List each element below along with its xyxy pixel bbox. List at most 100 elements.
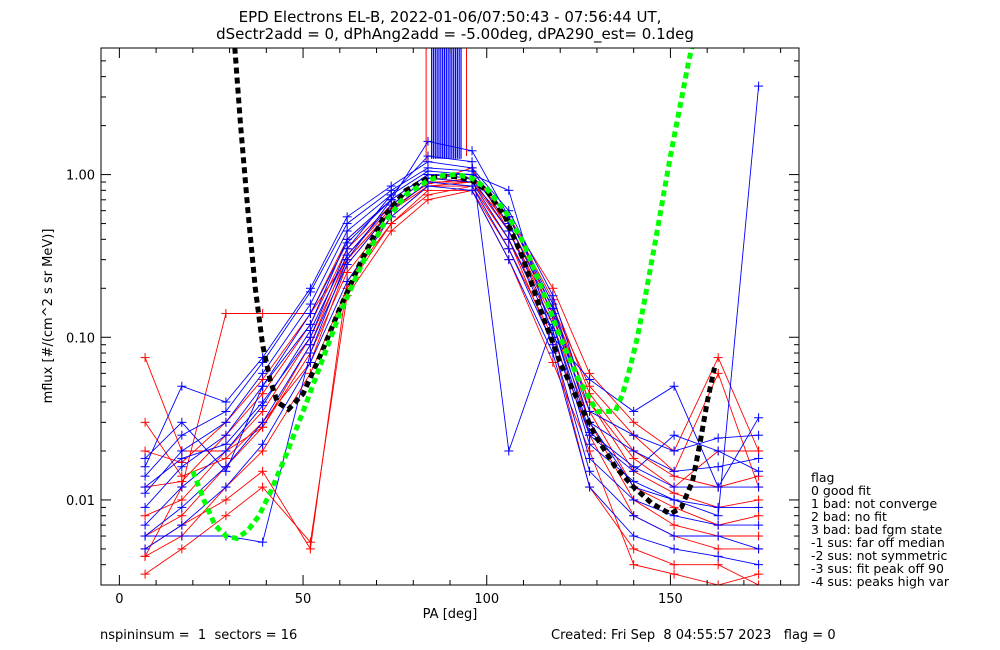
data-point: [629, 466, 639, 476]
x-tick-label: 100: [474, 592, 499, 607]
data-point: [713, 520, 723, 530]
data-point: [629, 531, 639, 541]
data-point: [629, 544, 639, 554]
data-point: [713, 462, 723, 472]
data-point: [669, 560, 679, 570]
data-point: [669, 495, 679, 505]
data-point: [140, 417, 150, 427]
data-point: [221, 466, 231, 476]
data-point: [258, 439, 268, 449]
data-point: [140, 569, 150, 579]
legend-entry: 3 bad: bad fgm state: [811, 522, 943, 537]
data-point: [754, 413, 764, 423]
series-line: [144, 181, 759, 550]
data-point: [669, 381, 679, 391]
series-line: [144, 177, 760, 452]
data-point: [140, 471, 150, 481]
data-point: [221, 308, 231, 318]
data-point: [585, 406, 595, 416]
data-point: [221, 417, 231, 427]
data-point: [754, 544, 764, 554]
data-point: [305, 348, 315, 358]
data-point: [258, 308, 268, 318]
data-point: [258, 368, 268, 378]
series-line: [144, 185, 759, 566]
series-line: [144, 181, 760, 557]
data-point: [342, 234, 352, 244]
data-point: [221, 511, 231, 521]
data-point: [629, 495, 639, 505]
data-point: [177, 544, 187, 554]
series-line: [144, 155, 759, 488]
data-point: [669, 520, 679, 530]
series-line: [144, 177, 759, 526]
data-point: [177, 482, 187, 492]
series-line: [145, 177, 759, 508]
data-point: [754, 466, 764, 476]
series-line: [145, 86, 760, 543]
data-point: [754, 569, 764, 579]
data-point: [669, 569, 679, 579]
data-point: [754, 531, 764, 541]
y-tick-label: 0.10: [66, 331, 95, 346]
series-line: [144, 161, 759, 467]
data-point: [221, 406, 231, 416]
data-point: [386, 181, 396, 191]
data-point: [669, 531, 679, 541]
data-point: [467, 157, 477, 167]
data-point: [342, 244, 352, 254]
data-point: [177, 531, 187, 541]
legend-title: flag: [811, 470, 834, 485]
x-tick-label: 50: [295, 592, 312, 607]
data-point: [305, 299, 315, 309]
data-point: [629, 446, 639, 456]
x-tick-label: 150: [658, 592, 683, 607]
data-point: [713, 353, 723, 363]
fit-curve: [190, 48, 695, 542]
data-point: [177, 520, 187, 530]
data-point: [177, 511, 187, 521]
chart-subtitle: dSectr2add = 0, dPhAng2add = -5.00deg, d…: [216, 25, 694, 44]
data-point: [504, 234, 514, 244]
data-point: [221, 482, 231, 492]
data-point: [305, 332, 315, 342]
legend-entry: -2 sus: not symmetric: [811, 548, 947, 563]
data-point: [713, 368, 723, 378]
data-point: [423, 170, 433, 180]
data-point: [305, 537, 315, 547]
data-point: [177, 430, 187, 440]
legend-entry: 1 bad: not converge: [811, 496, 937, 511]
data-point: [423, 195, 433, 205]
series-line: [144, 185, 759, 585]
data-point: [504, 185, 514, 195]
data-point: [305, 308, 315, 318]
legend-entry: -3 sus: fit peak off 90: [811, 561, 944, 576]
data-point: [140, 502, 150, 512]
footer-right: Created: Fri Sep 8 04:55:57 2023 flag = …: [551, 628, 836, 643]
data-point: [585, 466, 595, 476]
flag-legend: flag 0 good fit 1 bad: not converge 2 ba…: [811, 470, 950, 589]
data-point: [342, 212, 352, 222]
series-line: [144, 174, 759, 508]
data-layer: [140, 48, 764, 585]
data-point: [140, 520, 150, 530]
legend-entry: -4 sus: peaks high var: [811, 574, 950, 589]
data-point: [258, 482, 268, 492]
data-point: [713, 433, 723, 443]
data-point: [754, 430, 764, 440]
data-point: [177, 502, 187, 512]
data-point: [258, 537, 268, 547]
data-point: [754, 453, 764, 463]
series-line: [144, 174, 759, 488]
data-point: [342, 255, 352, 265]
data-point: [177, 462, 187, 472]
data-point: [669, 466, 679, 476]
axis-ticks: 0 50 100 150 0.01 0.10 1.00: [66, 47, 799, 607]
data-point: [221, 397, 231, 407]
data-point: [258, 381, 268, 391]
x-axis-label: PA [deg]: [423, 607, 478, 622]
series-line: [144, 174, 759, 489]
series-line: [144, 167, 759, 477]
data-point: [754, 482, 764, 492]
